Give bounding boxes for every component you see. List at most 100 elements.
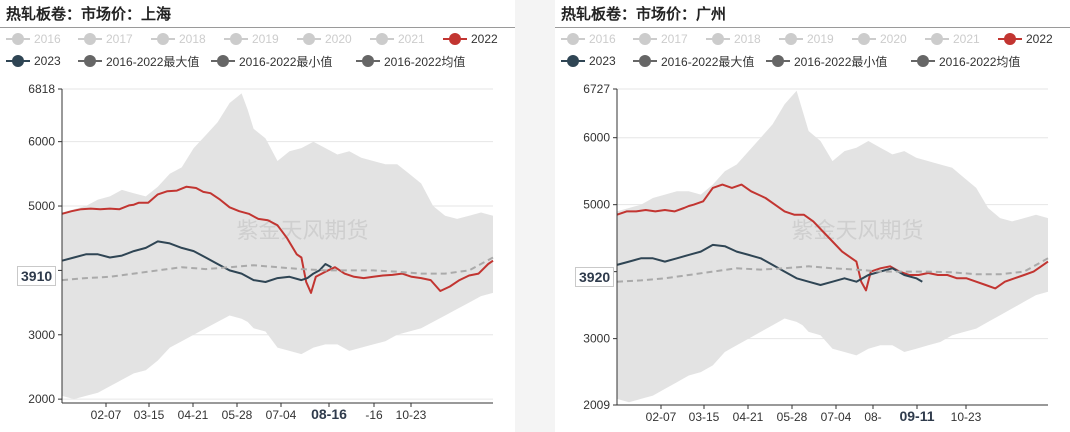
- legend: 2016 2017 2018 2019 2020 2021 2022 2023 2016-202…: [6, 31, 511, 71]
- x-tick-label: 07-04: [821, 410, 852, 424]
- y-tick-label: 5000: [28, 199, 55, 213]
- legend-label: 2016-2022最大值: [661, 54, 755, 69]
- x-tick-label: 10-23: [396, 408, 427, 422]
- y-tick-label: 3000: [28, 328, 55, 342]
- legend-marker: [911, 54, 935, 68]
- legend-marker: [78, 54, 102, 68]
- legend-item-2022[interactable]: 2022: [443, 31, 498, 47]
- legend-marker: [766, 54, 790, 68]
- legend-item-2016-2022均值[interactable]: 2016-2022均值: [356, 53, 465, 69]
- legend: 2016 2017 2018 2019 2020 2021 2022 2023 2016-202…: [561, 31, 1066, 71]
- legend-label: 2016-2022均值: [939, 54, 1021, 69]
- legend-marker: [6, 32, 30, 46]
- series-line-2023: [61, 240, 332, 283]
- legend-item-2016-2022最大值[interactable]: 2016-2022最大值: [78, 53, 199, 69]
- legend-marker: [925, 32, 949, 46]
- legend-item-2016-2022最小值[interactable]: 2016-2022最小值: [766, 53, 887, 69]
- legend-label: 2020: [325, 32, 352, 46]
- x-tick-label: 08-16: [311, 406, 347, 422]
- legend-marker: [561, 32, 585, 46]
- legend-item-2021[interactable]: 2021: [370, 31, 425, 47]
- legend-marker: [998, 32, 1022, 46]
- x-tick-label: 03-15: [689, 410, 720, 424]
- legend-item-2020[interactable]: 2020: [852, 31, 907, 47]
- legend-marker: [633, 32, 657, 46]
- legend-marker: [356, 54, 380, 68]
- x-tick-label: 04-21: [733, 410, 764, 424]
- y-tick-label: 6727: [583, 82, 610, 96]
- x-tick-label: 05-28: [777, 410, 808, 424]
- legend-marker: [706, 32, 730, 46]
- legend-item-2019[interactable]: 2019: [779, 31, 834, 47]
- legend-item-2016-2022均值[interactable]: 2016-2022均值: [911, 53, 1020, 69]
- legend-label: 2016-2022最小值: [794, 54, 888, 69]
- chart-panel-guangzhou: 热轧板卷：市场价：广州 2016 2017 2018 2019 2020 2021 2022…: [555, 0, 1070, 432]
- x-tick-label: 09-11: [899, 408, 934, 424]
- legend-marker: [370, 32, 394, 46]
- x-tick-label: 07-04: [266, 408, 297, 422]
- legend-marker: [151, 32, 175, 46]
- legend-item-2022[interactable]: 2022: [998, 31, 1053, 47]
- legend-marker: [852, 32, 876, 46]
- legend-marker: [779, 32, 803, 46]
- y-tick-label: 6000: [583, 131, 610, 145]
- title-divider: [0, 27, 515, 28]
- legend-label: 2016-2022最大值: [106, 54, 200, 69]
- legend-item-2016[interactable]: 2016: [561, 31, 616, 47]
- x-tick-label: 02-07: [646, 410, 677, 424]
- legend-label: 2022: [1026, 32, 1053, 46]
- series-line-2023: [616, 243, 923, 286]
- legend-label: 2018: [179, 32, 206, 46]
- legend-item-2017[interactable]: 2017: [633, 31, 688, 47]
- legend-label: 2022: [471, 32, 498, 46]
- x-tick-label: 04-21: [178, 408, 209, 422]
- legend-item-2023[interactable]: 2023: [6, 53, 61, 69]
- legend-item-2023[interactable]: 2023: [561, 53, 616, 69]
- legend-label: 2016: [34, 32, 61, 46]
- legend-item-2016-2022最小值[interactable]: 2016-2022最小值: [211, 53, 332, 69]
- chart-panel-shanghai: 热轧板卷：市场价：上海 2016 2017 2018 2019 2020 2021 2022…: [0, 0, 515, 432]
- legend-label: 2016-2022均值: [384, 54, 466, 69]
- legend-marker: [211, 54, 235, 68]
- legend-item-2016-2022最大值[interactable]: 2016-2022最大值: [633, 53, 754, 69]
- watermark: 紫金天风期货: [236, 219, 368, 244]
- series-line-2022: [616, 183, 1049, 292]
- legend-label: 2023: [589, 54, 616, 68]
- x-tick-label: 10-23: [951, 410, 982, 424]
- legend-label: 2019: [252, 32, 279, 46]
- line-chart: 681860005000400030002000紫金天风期货02-0703-15…: [28, 82, 494, 422]
- legend-marker: [224, 32, 248, 46]
- legend-marker: [561, 54, 585, 68]
- legend-item-2018[interactable]: 2018: [151, 31, 206, 47]
- y-tick-label: 5000: [583, 198, 610, 212]
- legend-label: 2021: [398, 32, 425, 46]
- legend-marker: [633, 54, 657, 68]
- x-tick-label: 02-07: [91, 408, 122, 422]
- min-max-band: [62, 93, 493, 400]
- y-tick-label: 3000: [583, 332, 610, 346]
- series-line-2016-2022均值: [61, 256, 494, 282]
- legend-item-2017[interactable]: 2017: [78, 31, 133, 47]
- legend-item-2021[interactable]: 2021: [925, 31, 980, 47]
- legend-item-2020[interactable]: 2020: [297, 31, 352, 47]
- watermark: 紫金天风期货: [791, 219, 923, 244]
- x-tick-label: 05-28: [222, 408, 253, 422]
- legend-item-2016[interactable]: 2016: [6, 31, 61, 47]
- x-tick-label: 03-15: [134, 408, 165, 422]
- title-divider: [555, 27, 1070, 28]
- legend-label: 2021: [953, 32, 980, 46]
- series-line-2016-2022均值: [616, 257, 1049, 283]
- legend-item-2019[interactable]: 2019: [224, 31, 279, 47]
- series-line-2022: [61, 185, 494, 294]
- y-tick-label: 2009: [583, 398, 610, 412]
- x-tick-label: 08-: [864, 410, 881, 424]
- line-chart: 672760005000400030002009紫金天风期货02-0703-15…: [583, 82, 1049, 424]
- legend-label: 2019: [807, 32, 834, 46]
- legend-item-2018[interactable]: 2018: [706, 31, 761, 47]
- current-value-badge: 3910: [17, 266, 57, 287]
- legend-label: 2023: [34, 54, 61, 68]
- legend-label: 2017: [661, 32, 688, 46]
- legend-marker: [78, 32, 102, 46]
- legend-label: 2016-2022最小值: [239, 54, 333, 69]
- y-tick-label: 6818: [28, 82, 55, 96]
